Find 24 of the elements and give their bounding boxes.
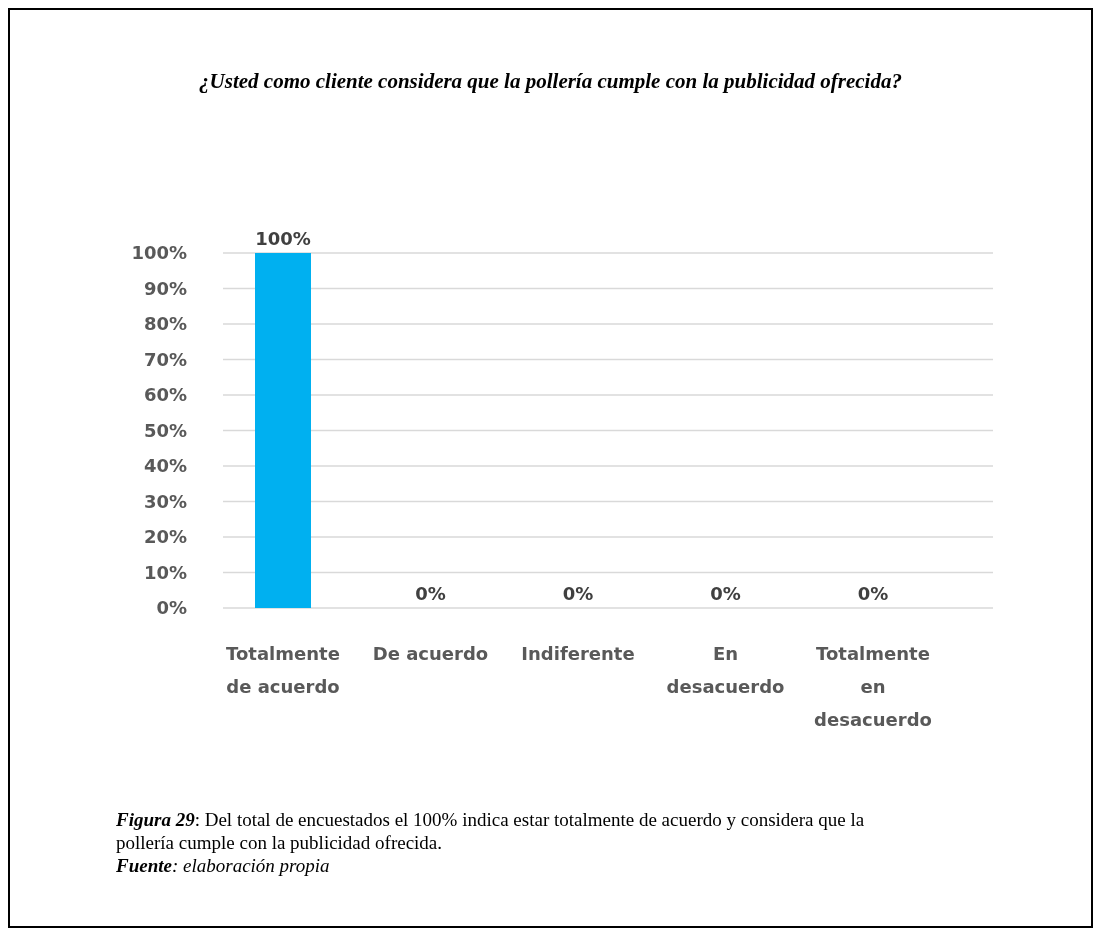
y-tick-label: 60% bbox=[143, 384, 187, 405]
y-tick-label: 90% bbox=[143, 277, 187, 299]
x-tick-label: Totalmente de acuerdo bbox=[226, 643, 340, 697]
y-tick-label: 20% bbox=[143, 526, 187, 547]
x-tick-label: Totalmente en desacuerdo bbox=[814, 643, 932, 730]
x-tick-label: En desacuerdo bbox=[666, 643, 785, 697]
y-tick-label: 80% bbox=[143, 313, 187, 334]
y-tick-label: 0% bbox=[156, 597, 187, 618]
y-tick-label: 70% bbox=[143, 348, 187, 370]
source-note: Fuente: elaboración propia bbox=[115, 855, 330, 876]
chart-title: ¿Usted como cliente considera que la pollería cumple con la publicidad ofrecida? bbox=[199, 69, 902, 93]
text: Figura 29: Del total de encuestados el 100% indica estar totalmente de acuerdo y considera que la pollería cumple con la publicidad ofrecida. bbox=[115, 809, 865, 853]
y-tick-label: 10% bbox=[143, 561, 187, 583]
y-tick-label: 100% bbox=[131, 242, 187, 263]
data-label: 0% bbox=[562, 583, 594, 604]
data-label: 0% bbox=[857, 583, 889, 604]
y-tick-label: 30% bbox=[143, 490, 187, 512]
x-tick-label: Indiferente bbox=[521, 643, 635, 664]
y-tick-label: 50% bbox=[143, 419, 187, 441]
x-tick-label: De acuerdo bbox=[372, 643, 489, 664]
data-label: 0% bbox=[710, 583, 741, 604]
data-label: 0% bbox=[415, 583, 446, 604]
y-tick-label: 40% bbox=[143, 455, 187, 476]
data-label: 100% bbox=[255, 228, 311, 249]
